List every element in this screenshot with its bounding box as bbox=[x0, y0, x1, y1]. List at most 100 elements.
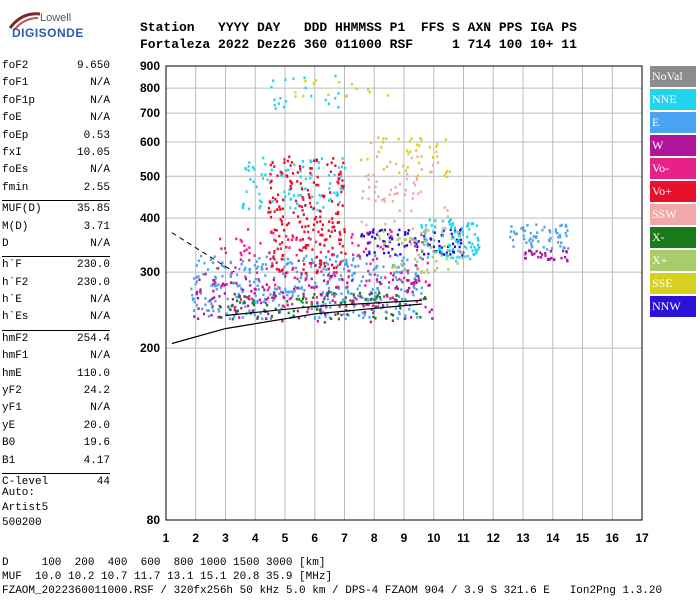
echo-point bbox=[449, 249, 452, 252]
legend-item: X- bbox=[650, 227, 696, 248]
param-name: h`Es bbox=[2, 311, 29, 324]
autoscaling-info: Auto: Artist5 500200 bbox=[2, 486, 48, 531]
echo-point bbox=[437, 248, 441, 252]
echo-point bbox=[360, 280, 363, 283]
echo-point bbox=[512, 230, 516, 234]
echo-point bbox=[384, 276, 387, 279]
echo-point bbox=[342, 187, 345, 191]
echo-point bbox=[281, 174, 284, 178]
echo-point bbox=[378, 295, 381, 299]
echo-point bbox=[215, 267, 218, 270]
echo-point bbox=[546, 248, 549, 251]
echo-point bbox=[413, 183, 417, 187]
echo-point bbox=[358, 255, 362, 258]
echo-point bbox=[333, 271, 336, 274]
echo-point bbox=[299, 276, 302, 280]
echo-point bbox=[445, 251, 448, 255]
echo-point bbox=[252, 299, 255, 302]
echo-point bbox=[464, 255, 467, 258]
y-tick-label: 500 bbox=[140, 169, 160, 183]
echo-point bbox=[374, 185, 377, 189]
echo-point bbox=[403, 317, 406, 321]
echo-point bbox=[248, 258, 251, 262]
echo-point bbox=[291, 234, 294, 237]
echo-point bbox=[350, 292, 353, 296]
echo-point bbox=[364, 247, 368, 251]
echo-point bbox=[333, 225, 336, 229]
echo-point bbox=[396, 254, 399, 257]
echo-point bbox=[310, 300, 313, 304]
echo-point bbox=[243, 295, 246, 298]
echo-point bbox=[308, 261, 312, 265]
echo-point bbox=[415, 175, 418, 179]
echo-point bbox=[304, 271, 307, 275]
echo-point bbox=[253, 168, 256, 171]
echo-point bbox=[333, 229, 337, 232]
echo-point bbox=[319, 215, 322, 219]
echo-point bbox=[368, 279, 371, 282]
echo-point bbox=[407, 271, 410, 275]
echo-point bbox=[377, 234, 380, 238]
echo-point bbox=[361, 296, 364, 299]
echo-point bbox=[394, 307, 398, 310]
echo-point bbox=[318, 259, 322, 262]
echo-point bbox=[340, 165, 344, 169]
echo-point bbox=[333, 292, 336, 295]
param-name: hmE bbox=[2, 367, 22, 380]
echo-point bbox=[302, 213, 305, 216]
param-name: foF2 bbox=[2, 60, 29, 72]
param-row: fmin 2.55 bbox=[2, 182, 110, 199]
echo-point bbox=[233, 308, 236, 312]
echo-point bbox=[447, 220, 451, 223]
echo-point bbox=[368, 90, 371, 94]
echo-point bbox=[278, 242, 282, 246]
header-labels: Station YYYY DAY DDD HHMMSS P1 FFS S AXN… bbox=[140, 20, 577, 35]
echo-point bbox=[293, 289, 296, 293]
echo-point bbox=[302, 268, 305, 271]
echo-point bbox=[396, 287, 400, 291]
echo-point bbox=[195, 280, 199, 284]
echo-point bbox=[408, 286, 411, 290]
echo-point bbox=[298, 220, 302, 224]
echo-point bbox=[238, 267, 241, 271]
echo-point bbox=[411, 290, 414, 294]
echo-point bbox=[327, 174, 331, 177]
echo-point bbox=[435, 260, 438, 263]
x-tick-label: 14 bbox=[546, 531, 560, 545]
echo-point bbox=[447, 268, 450, 271]
echo-point bbox=[254, 294, 257, 298]
echo-point bbox=[307, 307, 310, 310]
echo-point bbox=[344, 296, 347, 299]
echo-point bbox=[459, 238, 463, 242]
echo-point bbox=[367, 197, 370, 201]
param-name: yF1 bbox=[2, 402, 22, 415]
echo-point bbox=[373, 309, 376, 313]
echo-point bbox=[309, 237, 312, 241]
echo-point bbox=[422, 297, 425, 301]
echo-point bbox=[435, 145, 438, 149]
echo-point bbox=[329, 317, 333, 321]
echo-point bbox=[197, 317, 200, 321]
echo-point bbox=[201, 307, 204, 311]
echo-point bbox=[318, 308, 322, 312]
echo-point bbox=[371, 288, 374, 291]
param-value: N/A bbox=[90, 237, 110, 250]
echo-point bbox=[417, 278, 420, 282]
echo-point bbox=[463, 245, 466, 249]
echo-point bbox=[412, 192, 415, 195]
echo-point bbox=[248, 271, 251, 274]
echo-point bbox=[327, 263, 330, 266]
echo-point bbox=[550, 256, 553, 260]
echo-point bbox=[196, 296, 200, 300]
echo-point bbox=[367, 178, 370, 181]
echo-point bbox=[532, 235, 535, 238]
echo-point bbox=[564, 255, 567, 259]
echo-point bbox=[423, 243, 426, 247]
echo-point bbox=[400, 262, 403, 266]
echo-point bbox=[470, 222, 473, 226]
echo-point bbox=[261, 177, 265, 180]
echo-point bbox=[275, 288, 278, 291]
echo-point bbox=[382, 137, 385, 140]
legend-item: Vo- bbox=[650, 158, 696, 179]
echo-point bbox=[299, 238, 302, 242]
